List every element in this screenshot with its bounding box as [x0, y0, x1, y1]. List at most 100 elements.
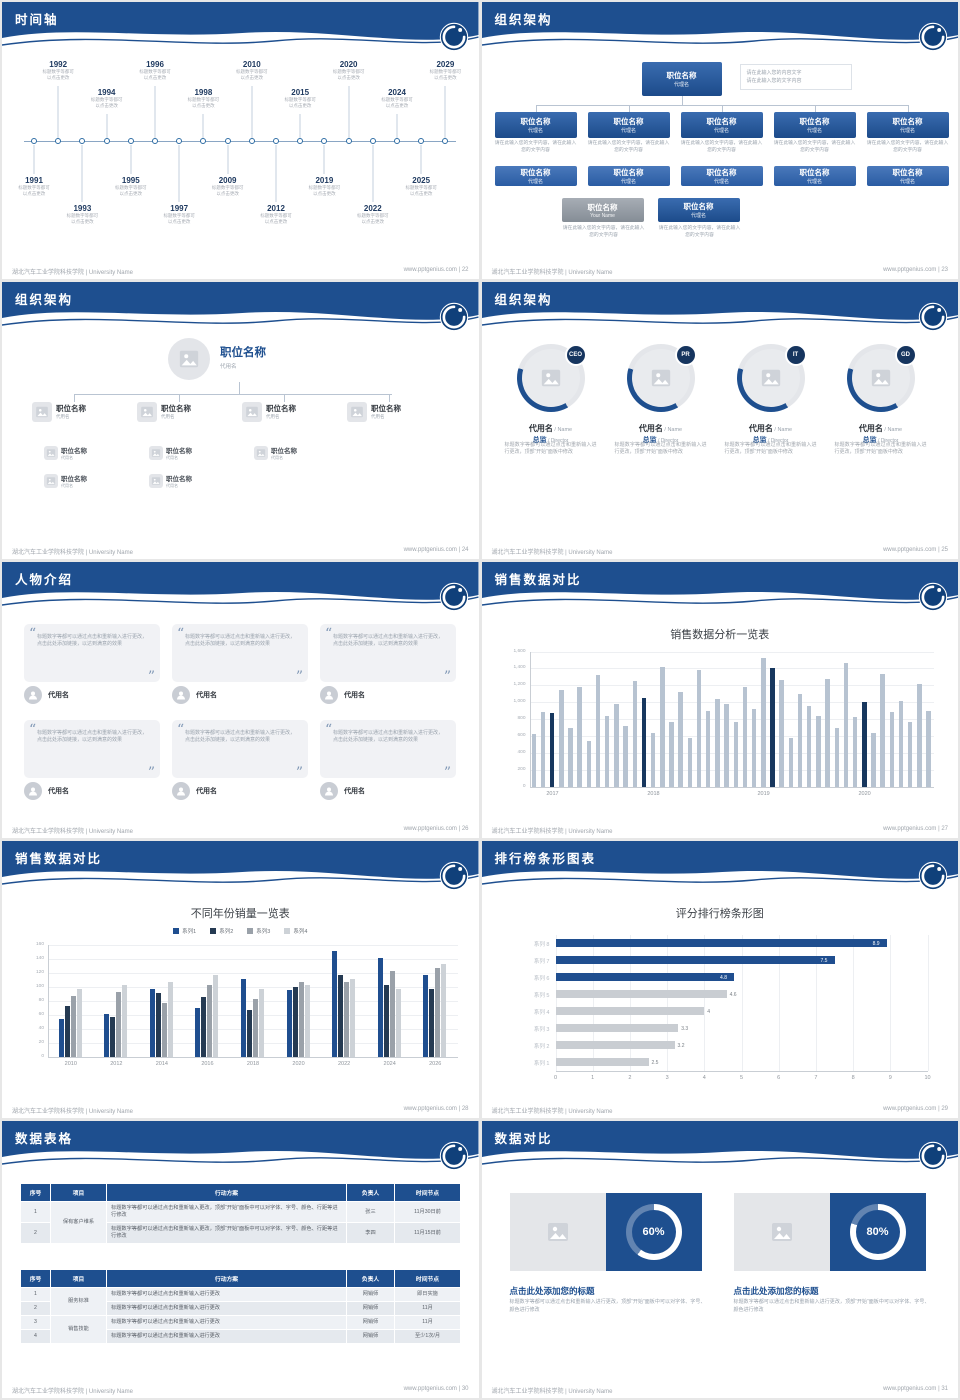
chart-bar[interactable]: [201, 997, 207, 1058]
org-box[interactable]: 职位名称 代理名: [866, 112, 949, 138]
tree-node[interactable]: 职位名称 代用名: [137, 401, 223, 422]
chart-bar[interactable]: [116, 991, 122, 1058]
org-box[interactable]: 职位名称 代理名: [494, 112, 577, 138]
org-box-secondary[interactable]: 职位名称 代理名: [680, 166, 763, 186]
chart-bar[interactable]: [595, 675, 601, 787]
chart-bar[interactable]: [540, 712, 546, 787]
chart-bar[interactable]: [167, 981, 173, 1058]
org-box-secondary[interactable]: 职位名称 代理名: [773, 166, 856, 186]
tree-node[interactable]: 职位名称 代用名: [347, 401, 433, 422]
chart-bar[interactable]: [733, 722, 738, 787]
chart-bar[interactable]: [58, 1018, 64, 1058]
tree-subnode[interactable]: 职位名称 代用名: [44, 473, 118, 489]
chart-bar[interactable]: [207, 984, 213, 1058]
chart-bar[interactable]: [614, 703, 619, 787]
table-row[interactable]: 4 标题数字等都可以通过点击和重新输入进行更改 网销师 至少1次/月: [20, 1329, 461, 1345]
chart-bar[interactable]: [555, 990, 727, 999]
timeline-node[interactable]: [79, 138, 86, 144]
tree-node[interactable]: 职位名称 代用名: [242, 401, 328, 422]
org-bottom-box[interactable]: 职位名称 Your Name: [561, 198, 644, 222]
timeline-node[interactable]: [248, 138, 255, 144]
chart-bar[interactable]: [926, 710, 931, 787]
timeline-node[interactable]: [418, 138, 425, 144]
org-box-secondary[interactable]: 职位名称 代理名: [866, 166, 949, 186]
timeline-node[interactable]: [369, 138, 376, 144]
chart-bar[interactable]: [797, 693, 803, 787]
timeline-node[interactable]: [55, 138, 62, 144]
chart-bar[interactable]: [852, 717, 858, 787]
chart-bar[interactable]: [555, 1024, 679, 1033]
timeline-node[interactable]: [321, 138, 328, 144]
timeline-node[interactable]: [103, 138, 110, 144]
tree-subnode[interactable]: 职位名称 代用名: [149, 473, 223, 489]
org-box-secondary[interactable]: 职位名称 代理名: [494, 166, 577, 186]
chart-bar[interactable]: [751, 708, 757, 787]
chart-bar[interactable]: [696, 670, 702, 787]
chart-bar[interactable]: [555, 973, 735, 982]
timeline-node[interactable]: [200, 138, 207, 144]
chart-bar[interactable]: [555, 1058, 649, 1067]
chart-bar[interactable]: [241, 978, 246, 1058]
chart-bar[interactable]: [429, 988, 435, 1058]
tree-subnode[interactable]: 职位名称 代用名: [254, 445, 328, 461]
tree-subnode[interactable]: 职位名称 代用名: [149, 445, 223, 461]
timeline-node[interactable]: [31, 138, 37, 144]
chart-bar[interactable]: [660, 666, 665, 787]
chart-bar[interactable]: [816, 715, 821, 787]
chart-bar[interactable]: [304, 984, 310, 1058]
timeline-node[interactable]: [297, 138, 304, 144]
table-row[interactable]: 2 标题数字等都可以通过点击和重新输入更改，顶部“开始”面板中可以对字体、字号、颜…: [20, 1222, 461, 1245]
chart-bar[interactable]: [70, 995, 76, 1058]
chart-bar[interactable]: [344, 981, 350, 1058]
chart-bar[interactable]: [149, 988, 155, 1058]
chart-bar[interactable]: [761, 658, 766, 787]
chart-bar[interactable]: [806, 705, 812, 787]
chart-bar[interactable]: [898, 700, 904, 787]
chart-bar[interactable]: [395, 988, 401, 1058]
chart-bar[interactable]: [110, 1016, 116, 1058]
tree-node[interactable]: 职位名称 代用名: [32, 401, 118, 422]
chart-bar[interactable]: [742, 687, 748, 787]
org-box[interactable]: 职位名称 代理名: [587, 112, 670, 138]
timeline-node[interactable]: [127, 138, 134, 144]
chart-bar[interactable]: [298, 981, 304, 1058]
chart-bar[interactable]: [435, 967, 441, 1058]
chart-bar[interactable]: [195, 1008, 201, 1058]
tree-subnode[interactable]: 职位名称 代用名: [44, 445, 118, 461]
chart-bar[interactable]: [577, 687, 582, 787]
chart-bar[interactable]: [555, 939, 887, 948]
table-row[interactable]: 2 标题数字等都可以通过点击和重新输入进行更改 网销师 11月: [20, 1301, 461, 1317]
chart-bar[interactable]: [350, 978, 356, 1058]
chart-bar[interactable]: [155, 992, 161, 1058]
chart-bar[interactable]: [377, 957, 383, 1058]
chart-bar[interactable]: [253, 998, 258, 1058]
chart-bar[interactable]: [531, 734, 536, 787]
chart-bar[interactable]: [623, 725, 628, 787]
chart-bar[interactable]: [559, 689, 564, 787]
chart-bar[interactable]: [779, 680, 784, 787]
chart-bar[interactable]: [715, 698, 720, 787]
chart-bar[interactable]: [687, 737, 693, 787]
chart-bar[interactable]: [880, 673, 885, 787]
chart-bar[interactable]: [568, 728, 573, 787]
chart-bar[interactable]: [161, 1002, 167, 1058]
chart-bar[interactable]: [122, 984, 128, 1058]
chart-bar[interactable]: [338, 974, 344, 1058]
chart-bar[interactable]: [907, 722, 913, 787]
chart-bar[interactable]: [632, 681, 637, 787]
chart-bar[interactable]: [292, 987, 298, 1058]
org-box[interactable]: 职位名称 代理名: [680, 112, 763, 138]
chart-bar[interactable]: [332, 950, 338, 1058]
chart-bar[interactable]: [549, 713, 555, 787]
chart-bar[interactable]: [705, 710, 711, 787]
chart-bar[interactable]: [834, 727, 839, 787]
chart-bar[interactable]: [555, 956, 835, 965]
chart-bar[interactable]: [678, 692, 683, 787]
chart-bar[interactable]: [555, 1041, 675, 1050]
chart-bar[interactable]: [64, 1005, 70, 1058]
chart-bar[interactable]: [650, 732, 656, 787]
timeline-node[interactable]: [224, 138, 231, 144]
table-row[interactable]: 3 销售技能 标题数字等都可以通过点击和重新输入进行更改 网销师 11月: [20, 1315, 461, 1345]
chart-bar[interactable]: [389, 970, 395, 1058]
chart-bar[interactable]: [770, 668, 775, 787]
